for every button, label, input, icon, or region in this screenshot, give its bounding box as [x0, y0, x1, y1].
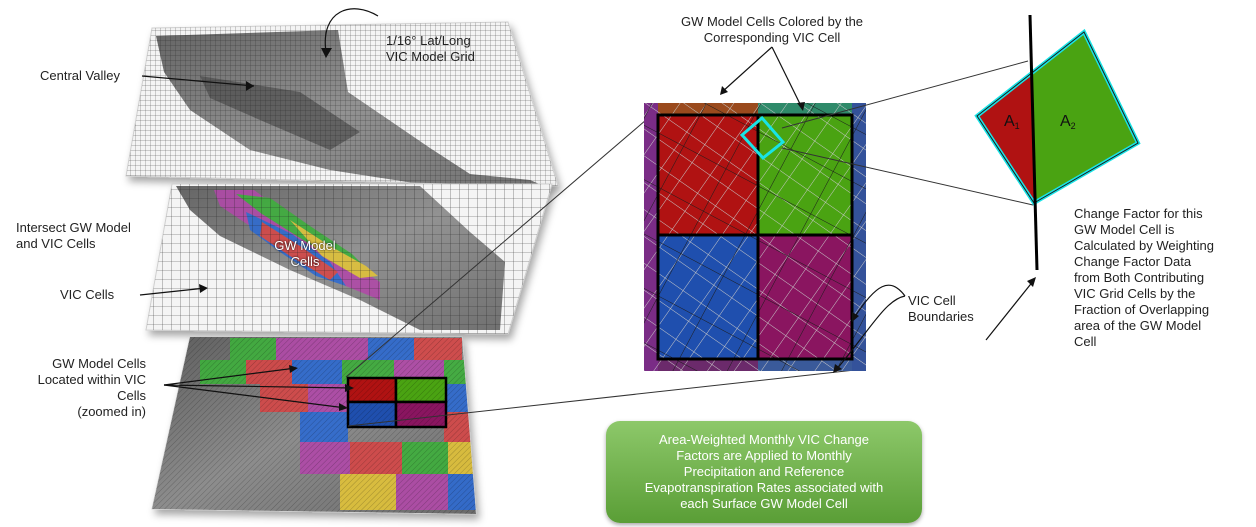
vic-cell-boundaries: [656, 113, 854, 361]
vic-grid-label: 1/16° Lat/Long VIC Model Grid: [386, 33, 475, 64]
boundary-arrow-1: [853, 284, 906, 319]
callout-box: Area-Weighted Monthly VIC Change Factors…: [606, 421, 922, 523]
change-factor-arrow: [985, 279, 1035, 341]
change-factor-label: Change Factor for this GW Model Cell is …: [1074, 206, 1214, 349]
boundary-arrow-2: [835, 295, 906, 371]
vic-boundary-line: [1028, 14, 1039, 271]
colored-by-arrow-2: [771, 46, 803, 109]
zoom-connector-lines: [345, 107, 865, 427]
colored-by-label: GW Model Cells Colored by the Correspond…: [680, 14, 864, 45]
detail-connector-lines: [781, 60, 1034, 206]
colored-by-arrow-1: [721, 46, 773, 93]
callout-text: Area-Weighted Monthly VIC Change Factors…: [644, 432, 884, 511]
vic-cells-arrow: [139, 287, 207, 296]
gw-model-cells-map-label: GW Model Cells: [274, 238, 336, 269]
layer-zoomed: [151, 336, 477, 515]
central-valley-arrow: [141, 75, 255, 87]
located-arrow-2: [163, 367, 297, 386]
located-arrow-3: [163, 384, 347, 409]
layer-intersect: [145, 183, 553, 335]
area-a2: [1031, 32, 1138, 203]
vic-boundaries-label: VIC Cell Boundaries: [908, 293, 974, 324]
arrows: [139, 8, 1036, 411]
located-within-label: GW Model Cells Located within VIC Cells …: [37, 356, 146, 419]
central-valley-label: Central Valley: [40, 68, 120, 83]
a2-label: A2: [1060, 113, 1076, 131]
vic-grid-arrow: [324, 8, 379, 53]
zoom-panel: [644, 103, 866, 371]
a1-label: A1: [1004, 113, 1020, 131]
intersect-label: Intersect GW Model and VIC Cells: [16, 220, 131, 251]
vic-cells-label: VIC Cells: [60, 287, 115, 302]
layer-vic-grid: [125, 21, 559, 187]
detail-diagram: [974, 14, 1141, 271]
located-arrow-1: [163, 384, 353, 389]
highlighted-gw-cell: [739, 115, 786, 161]
